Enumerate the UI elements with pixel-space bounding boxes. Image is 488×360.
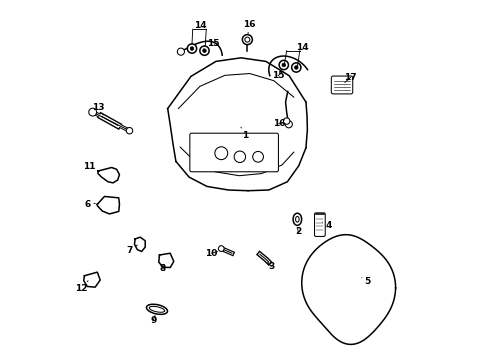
- Text: 15: 15: [203, 39, 219, 49]
- Circle shape: [244, 37, 249, 42]
- Text: 13: 13: [92, 103, 105, 115]
- Text: 3: 3: [267, 262, 274, 271]
- Circle shape: [203, 49, 206, 53]
- Circle shape: [242, 35, 252, 45]
- Text: 8: 8: [160, 264, 166, 273]
- Text: 6: 6: [85, 200, 95, 209]
- Polygon shape: [159, 253, 173, 267]
- Polygon shape: [134, 237, 145, 251]
- Text: 15: 15: [271, 71, 284, 80]
- Text: 4: 4: [322, 221, 331, 230]
- Circle shape: [294, 66, 298, 69]
- Circle shape: [279, 60, 288, 69]
- Circle shape: [187, 44, 196, 53]
- Circle shape: [88, 108, 97, 116]
- FancyBboxPatch shape: [314, 213, 325, 237]
- Circle shape: [218, 246, 224, 251]
- Text: 16: 16: [242, 21, 255, 33]
- Circle shape: [282, 63, 285, 67]
- Text: 17: 17: [344, 73, 356, 82]
- Circle shape: [285, 121, 292, 128]
- Circle shape: [291, 63, 300, 72]
- Text: 2: 2: [294, 227, 301, 236]
- Polygon shape: [97, 197, 119, 214]
- Polygon shape: [98, 167, 119, 183]
- Text: 7: 7: [126, 245, 137, 255]
- Text: 16: 16: [272, 119, 285, 128]
- Text: 10: 10: [205, 249, 217, 258]
- Text: 11: 11: [82, 162, 99, 171]
- Ellipse shape: [146, 304, 167, 314]
- Circle shape: [190, 47, 193, 50]
- FancyBboxPatch shape: [331, 76, 352, 94]
- Ellipse shape: [292, 213, 301, 225]
- Text: 14: 14: [295, 42, 308, 51]
- FancyBboxPatch shape: [189, 133, 278, 172]
- Text: 14: 14: [193, 21, 206, 30]
- Text: 12: 12: [75, 281, 88, 293]
- Text: 5: 5: [361, 277, 370, 286]
- Circle shape: [283, 118, 289, 124]
- Polygon shape: [83, 272, 100, 287]
- Circle shape: [200, 46, 209, 55]
- Circle shape: [126, 127, 132, 134]
- Text: 1: 1: [241, 127, 248, 140]
- Text: 9: 9: [150, 315, 156, 324]
- Circle shape: [177, 48, 184, 55]
